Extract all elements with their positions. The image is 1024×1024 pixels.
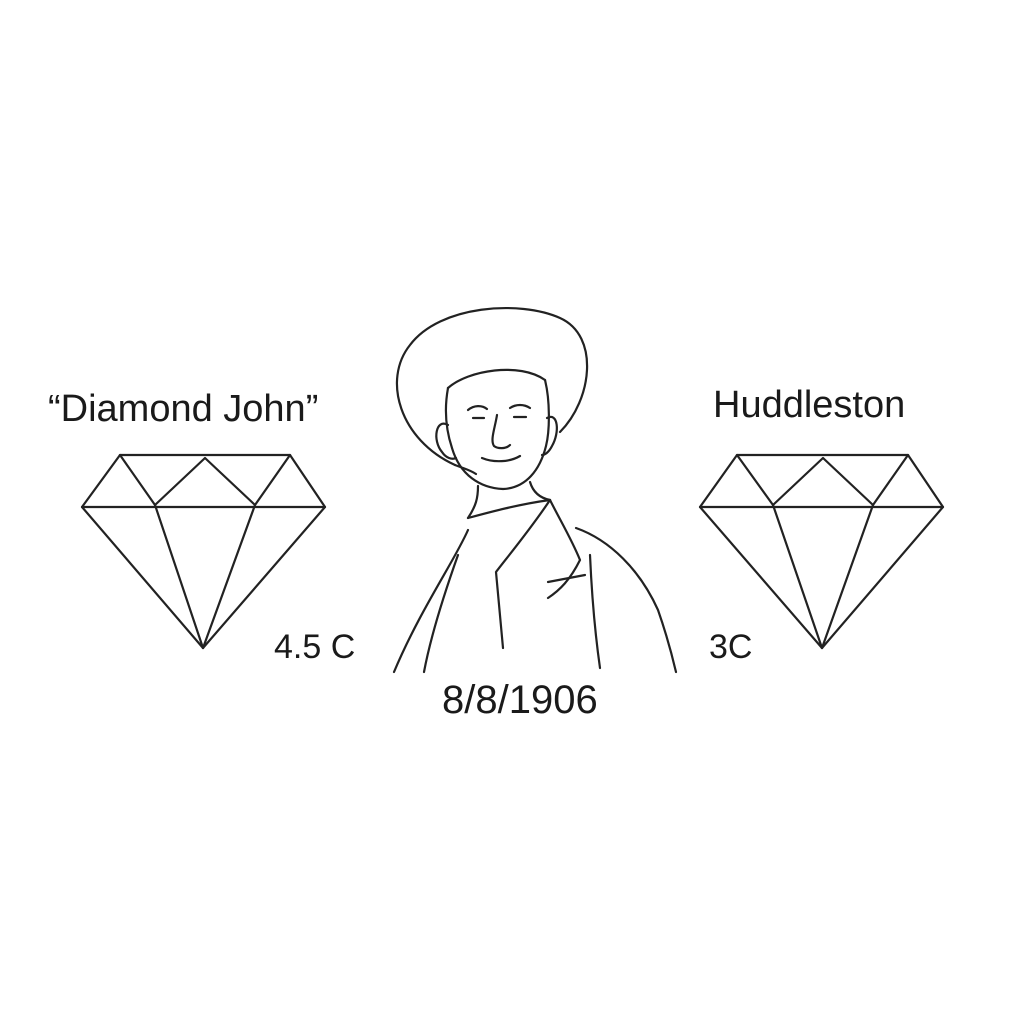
carat-left-text: 4.5 C [274,628,356,666]
date-text: 8/8/1906 [442,678,598,722]
portrait-sketch [392,306,678,674]
right-diamond-icon [698,453,945,650]
title-left-text: “Diamond John” [48,388,319,430]
title-right-text: Huddleston [713,384,906,426]
left-diamond-icon [80,453,327,650]
carat-right-text: 3C [709,628,753,666]
